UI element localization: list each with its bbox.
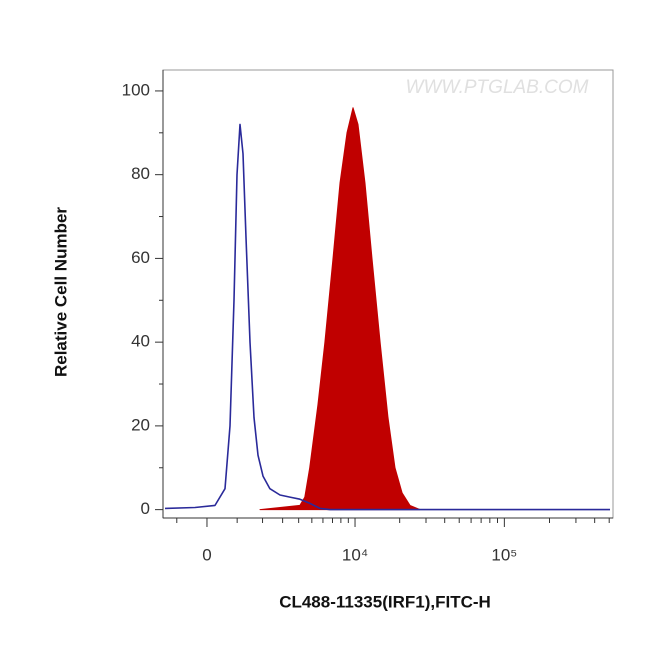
histogram-area <box>259 107 421 511</box>
watermark: WWW.PTGLAB.COM <box>406 77 589 98</box>
histogram-line <box>164 123 610 511</box>
y-axis-title: Relative Cell Number <box>51 207 70 377</box>
y-tick-label: 60 <box>131 248 150 267</box>
y-tick-label: 0 <box>141 499 150 518</box>
y-tick-label: 100 <box>122 80 150 99</box>
y-tick-label: 20 <box>131 415 150 434</box>
x-tick-label: 10⁴ <box>342 545 368 564</box>
x-axis-title: CL488-11335(IRF1),FITC-H <box>279 592 491 611</box>
y-tick-label: 40 <box>131 332 150 351</box>
y-tick-label: 80 <box>131 164 150 183</box>
x-tick-label: 0 <box>202 545 211 564</box>
x-tick-label: 10⁵ <box>491 545 517 564</box>
